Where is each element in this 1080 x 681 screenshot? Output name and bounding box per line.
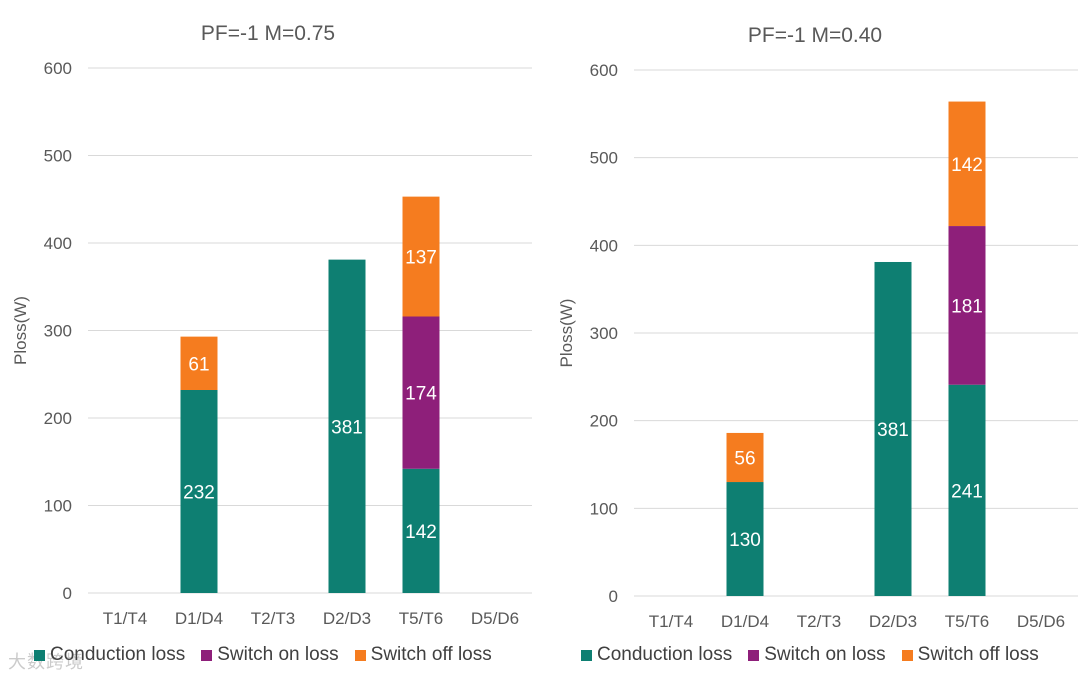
x-tick-label: T5/T6: [399, 609, 443, 628]
y-tick-label: 300: [590, 324, 618, 343]
legend-swatch-switch-on: [201, 649, 213, 661]
data-label-switch-on: 174: [405, 384, 437, 405]
legend-item-switch-off: Switch off loss: [901, 644, 1039, 666]
bar-segment-conduction: [948, 384, 986, 596]
x-tick-label: T1/T4: [103, 609, 147, 628]
legend-item-switch-off: Switch off loss: [354, 644, 492, 666]
chart-title: PF=-1 M=0.75: [201, 22, 335, 45]
x-tick-label: T1/T4: [649, 612, 693, 631]
legend-label-conduction: Conduction loss: [50, 644, 186, 665]
data-label-switch-off: 137: [405, 248, 437, 269]
legend-label-conduction: Conduction loss: [597, 644, 733, 665]
legend-label-switch-off: Switch off loss: [370, 644, 492, 665]
y-tick-label: 300: [44, 322, 72, 341]
y-axis-label: Ploss(W): [557, 299, 576, 368]
data-label-conduction: 232: [183, 483, 215, 504]
y-tick-label: 600: [44, 59, 72, 78]
bar-segment-switch-on: [402, 316, 440, 469]
legend-item-switch-on: Switch on loss: [201, 644, 339, 666]
y-tick-label: 400: [44, 234, 72, 253]
legend-item-conduction: Conduction loss: [581, 644, 732, 666]
y-tick-label: 500: [590, 149, 618, 168]
x-tick-label: D5/D6: [1017, 612, 1065, 631]
data-label-conduction: 381: [331, 417, 363, 438]
data-label-conduction: 381: [877, 420, 909, 441]
y-tick-label: 200: [590, 412, 618, 431]
y-axis-label: Ploss(W): [11, 296, 30, 365]
data-label-switch-off: 61: [188, 354, 209, 375]
bar-segment-switch-off: [726, 432, 764, 483]
legend-item-switch-on: Switch on loss: [748, 644, 886, 666]
x-tick-label: D1/D4: [721, 612, 769, 631]
y-tick-label: 100: [44, 497, 72, 516]
x-tick-label: T5/T6: [945, 612, 989, 631]
y-tick-label: 0: [63, 584, 72, 603]
x-tick-label: T2/T3: [797, 612, 841, 631]
legend-item-conduction: Conduction loss: [34, 644, 185, 666]
y-tick-label: 0: [609, 587, 618, 606]
legend-left-chart: Conduction loss Switch on loss Switch of…: [34, 644, 492, 666]
y-tick-label: 200: [44, 409, 72, 428]
x-tick-label: D2/D3: [869, 612, 917, 631]
bar-segment-conduction: [402, 468, 440, 593]
legend-label-switch-on: Switch on loss: [764, 644, 886, 665]
bar-segment-conduction: [328, 259, 366, 593]
y-tick-label: 500: [44, 147, 72, 166]
data-label-switch-on: 181: [951, 296, 983, 317]
chart-title: PF=-1 M=0.40: [748, 24, 882, 47]
legend-swatch-switch-off: [901, 649, 913, 661]
bar-segment-conduction: [874, 261, 912, 596]
y-tick-label: 600: [590, 61, 618, 80]
bar-segment-switch-off: [948, 101, 986, 227]
x-tick-label: D5/D6: [471, 609, 519, 628]
y-tick-label: 400: [590, 236, 618, 255]
data-label-switch-off: 142: [951, 155, 983, 176]
bar-segment-conduction: [726, 482, 764, 596]
watermark-text: 大数跨境: [8, 652, 84, 672]
data-label-conduction: 142: [405, 522, 437, 543]
data-label-conduction: 130: [729, 530, 761, 551]
x-tick-label: T2/T3: [251, 609, 295, 628]
bar-segment-switch-off: [402, 196, 440, 317]
data-label-switch-off: 56: [734, 448, 755, 469]
legend-swatch-conduction: [581, 649, 592, 661]
legend-swatch-switch-off: [354, 649, 366, 661]
legend-label-switch-on: Switch on loss: [217, 644, 339, 665]
legend-swatch-switch-on: [748, 649, 760, 661]
bar-segment-conduction: [180, 390, 218, 593]
bar-segment-switch-on: [948, 226, 986, 385]
legend-swatch-conduction: [34, 649, 45, 661]
x-tick-label: D1/D4: [175, 609, 223, 628]
legend-label-switch-off: Switch off loss: [917, 644, 1039, 665]
x-tick-label: D2/D3: [323, 609, 371, 628]
legend-right-chart: Conduction loss Switch on loss Switch of…: [581, 644, 1039, 666]
bar-segment-switch-off: [180, 336, 218, 390]
data-label-conduction: 241: [951, 481, 983, 502]
y-tick-label: 100: [590, 499, 618, 518]
